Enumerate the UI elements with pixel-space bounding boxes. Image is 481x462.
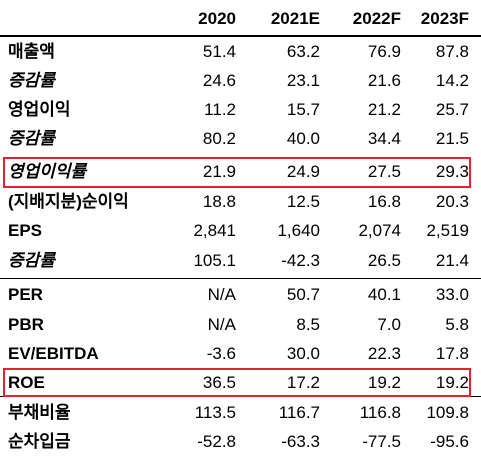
value-cell: 51.4 xyxy=(202,42,236,61)
value-cell: 36.5 xyxy=(202,373,236,392)
table-row: 매출액 51.4 63.2 76.9 87.8 xyxy=(0,37,481,67)
header-2021e: 2021E xyxy=(270,9,320,28)
value-cell: 21.4 xyxy=(435,251,469,270)
value-cell: 40.0 xyxy=(286,129,320,148)
section-divider xyxy=(0,278,481,279)
value-cell: 17.8 xyxy=(435,344,469,363)
value-cell: 14.2 xyxy=(435,71,469,90)
value-cell: 22.3 xyxy=(367,344,401,363)
row-label: 매출액 xyxy=(8,42,55,61)
row-label: 증감률 xyxy=(8,71,55,90)
value-cell: 25.7 xyxy=(435,100,469,119)
highlight-box-operating-margin xyxy=(3,157,471,188)
value-cell: 21.5 xyxy=(435,129,469,148)
value-cell: 17.2 xyxy=(286,373,320,392)
value-cell: -95.6 xyxy=(430,432,469,451)
header-row: 2020 2021E 2022F 2023F xyxy=(0,4,481,34)
header-2022f: 2022F xyxy=(352,9,401,28)
value-cell: 21.9 xyxy=(202,162,236,181)
value-cell: 87.8 xyxy=(435,42,469,61)
value-cell: 2,519 xyxy=(426,221,469,240)
value-cell: 30.0 xyxy=(286,344,320,363)
row-label: EV/EBITDA xyxy=(8,344,99,363)
row-label: PBR xyxy=(8,315,44,334)
value-cell: -52.8 xyxy=(197,432,236,451)
value-cell: 105.1 xyxy=(193,251,236,270)
value-cell: 63.2 xyxy=(286,42,320,61)
value-cell: -3.6 xyxy=(206,344,236,363)
header-2023f: 2023F xyxy=(420,9,469,28)
value-cell: 15.7 xyxy=(286,100,320,119)
value-cell: 40.1 xyxy=(367,285,401,304)
table-row: 증감률 105.1 -42.3 26.5 21.4 xyxy=(0,246,481,276)
value-cell: 76.9 xyxy=(367,42,401,61)
value-cell: 27.5 xyxy=(367,162,401,181)
row-label: 순차입금 xyxy=(8,432,71,451)
table-row: 순차입금 -52.8 -63.3 -77.5 -95.6 xyxy=(0,427,481,457)
value-cell: 16.8 xyxy=(367,192,401,211)
value-cell: 21.6 xyxy=(367,71,401,90)
row-label: PER xyxy=(8,285,43,304)
value-cell: 19.2 xyxy=(367,373,401,392)
table-row: 영업이익률 21.9 24.9 27.5 29.3 xyxy=(0,157,481,187)
value-cell: 29.3 xyxy=(435,162,469,181)
value-cell: 24.6 xyxy=(202,71,236,90)
table-row: EV/EBITDA -3.6 30.0 22.3 17.8 xyxy=(0,339,481,369)
value-cell: 18.8 xyxy=(202,192,236,211)
table-row: 부채비율 113.5 116.7 116.8 109.8 xyxy=(0,398,481,428)
value-cell: 12.5 xyxy=(286,192,320,211)
value-cell: 2,074 xyxy=(358,221,401,240)
table-row: (지배지분)순이익 18.8 12.5 16.8 20.3 xyxy=(0,187,481,217)
row-label: 부채비율 xyxy=(8,403,71,422)
header-divider xyxy=(0,35,481,37)
highlight-box-roe xyxy=(3,368,471,397)
table-row: 증감률 80.2 40.0 34.4 21.5 xyxy=(0,124,481,154)
table-row: PER N/A 50.7 40.1 33.0 xyxy=(0,280,481,310)
value-cell: -77.5 xyxy=(362,432,401,451)
value-cell: 8.5 xyxy=(296,315,320,334)
value-cell: -42.3 xyxy=(281,251,320,270)
value-cell: 33.0 xyxy=(435,285,469,304)
value-cell: 116.7 xyxy=(278,403,320,422)
value-cell: 5.8 xyxy=(445,315,469,334)
value-cell: 19.2 xyxy=(435,373,469,392)
row-label: 증감률 xyxy=(8,251,55,270)
row-label: 증감률 xyxy=(8,129,55,148)
value-cell: N/A xyxy=(207,285,236,304)
value-cell: 109.8 xyxy=(426,403,469,422)
value-cell: N/A xyxy=(207,315,236,334)
value-cell: 26.5 xyxy=(367,251,401,270)
table-row: EPS 2,841 1,640 2,074 2,519 xyxy=(0,216,481,246)
row-label: ROE xyxy=(8,373,45,392)
row-label: EPS xyxy=(8,221,43,240)
header-2020: 2020 xyxy=(198,9,236,28)
table-row: 영업이익 11.2 15.7 21.2 25.7 xyxy=(0,95,481,125)
table-row: ROE 36.5 17.2 19.2 19.2 xyxy=(0,368,481,398)
value-cell: 113.5 xyxy=(194,403,236,422)
value-cell: 24.9 xyxy=(286,162,320,181)
value-cell: 11.2 xyxy=(204,100,236,119)
table-row: 증감률 24.6 23.1 21.6 14.2 xyxy=(0,66,481,96)
row-label: (지배지분)순이익 xyxy=(8,192,129,211)
value-cell: 2,841 xyxy=(193,221,236,240)
value-cell: 20.3 xyxy=(435,192,469,211)
value-cell: 34.4 xyxy=(367,129,401,148)
value-cell: 7.0 xyxy=(377,315,401,334)
value-cell: 80.2 xyxy=(202,129,236,148)
value-cell: 23.1 xyxy=(286,71,320,90)
row-label: 영업이익 xyxy=(8,100,71,119)
value-cell: 1,640 xyxy=(277,221,320,240)
value-cell: 50.7 xyxy=(286,285,320,304)
table-row: PBR N/A 8.5 7.0 5.8 xyxy=(0,310,481,340)
value-cell: 116.8 xyxy=(359,403,401,422)
value-cell: -63.3 xyxy=(281,432,320,451)
value-cell: 21.2 xyxy=(367,100,401,119)
row-label: 영업이익률 xyxy=(8,162,87,181)
